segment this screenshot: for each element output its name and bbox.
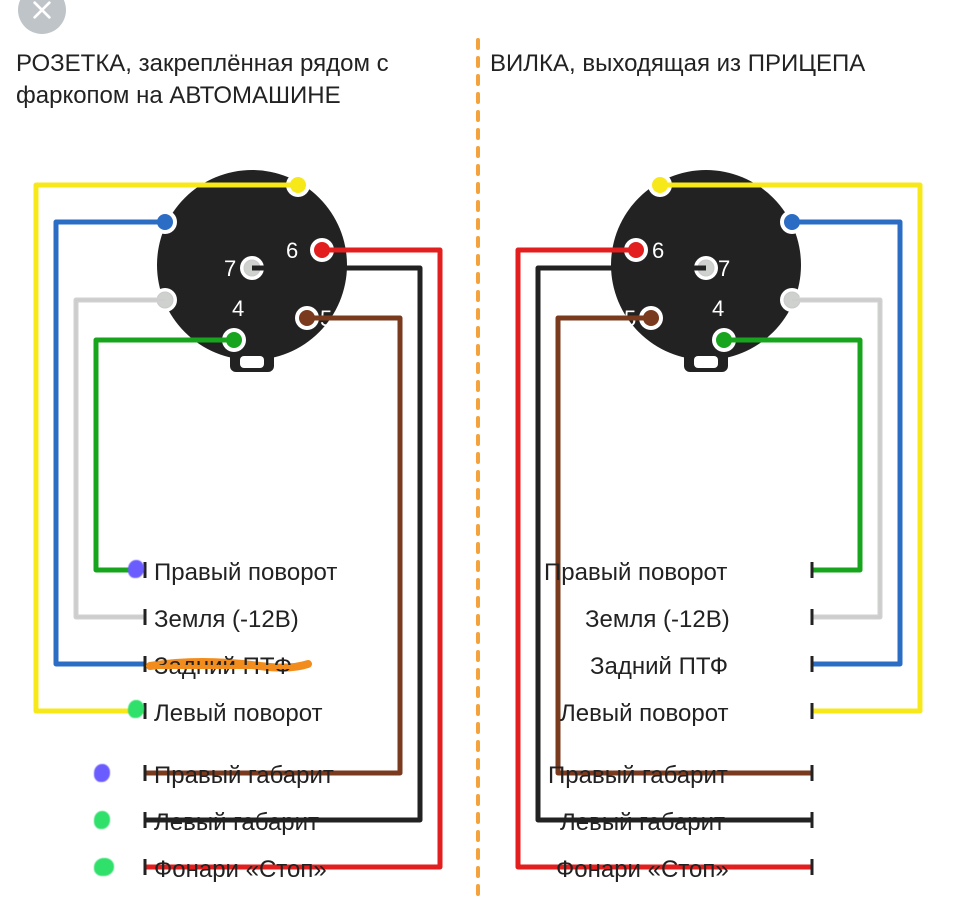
svg-text:1: 1 [626, 170, 638, 195]
wire-label: Левый габарит [154, 809, 319, 837]
wire-label: Задний ПТФ [154, 653, 292, 681]
annotation-dot [94, 811, 110, 829]
wire-label: Правый поворот [544, 559, 727, 587]
wire-label: Фонари «Стоп» [556, 856, 729, 884]
svg-text:4: 4 [712, 296, 724, 321]
wire-label: Фонари «Стоп» [154, 856, 327, 884]
annotation-dot [94, 858, 114, 876]
annotation-dot [128, 560, 144, 578]
wire-label: Земля (-12В) [154, 606, 299, 634]
wire-label: Левый поворот [154, 700, 323, 728]
svg-text:1: 1 [312, 170, 324, 195]
svg-text:6: 6 [652, 238, 664, 263]
wire-label: Земля (-12В) [585, 606, 730, 634]
wire-label: Левый поворот [560, 700, 729, 728]
wire-label: Правый поворот [154, 559, 337, 587]
wire-label: Правый габарит [548, 762, 728, 790]
svg-text:4: 4 [232, 296, 244, 321]
svg-text:7: 7 [224, 256, 236, 281]
wiring-diagram: 12345671234567 [0, 0, 960, 904]
wire-label: Левый габарит [560, 809, 725, 837]
svg-text:6: 6 [286, 238, 298, 263]
annotation-dot [128, 700, 144, 718]
title-socket: РОЗЕТКА, закреплённая рядом с фаркопом н… [16, 48, 446, 113]
title-plug: ВИЛКА, выходящая из ПРИЦЕПА [490, 48, 950, 80]
wire-label: Правый габарит [154, 762, 334, 790]
wire-label: Задний ПТФ [590, 653, 728, 681]
svg-text:7: 7 [718, 256, 730, 281]
annotation-dot [94, 764, 110, 782]
